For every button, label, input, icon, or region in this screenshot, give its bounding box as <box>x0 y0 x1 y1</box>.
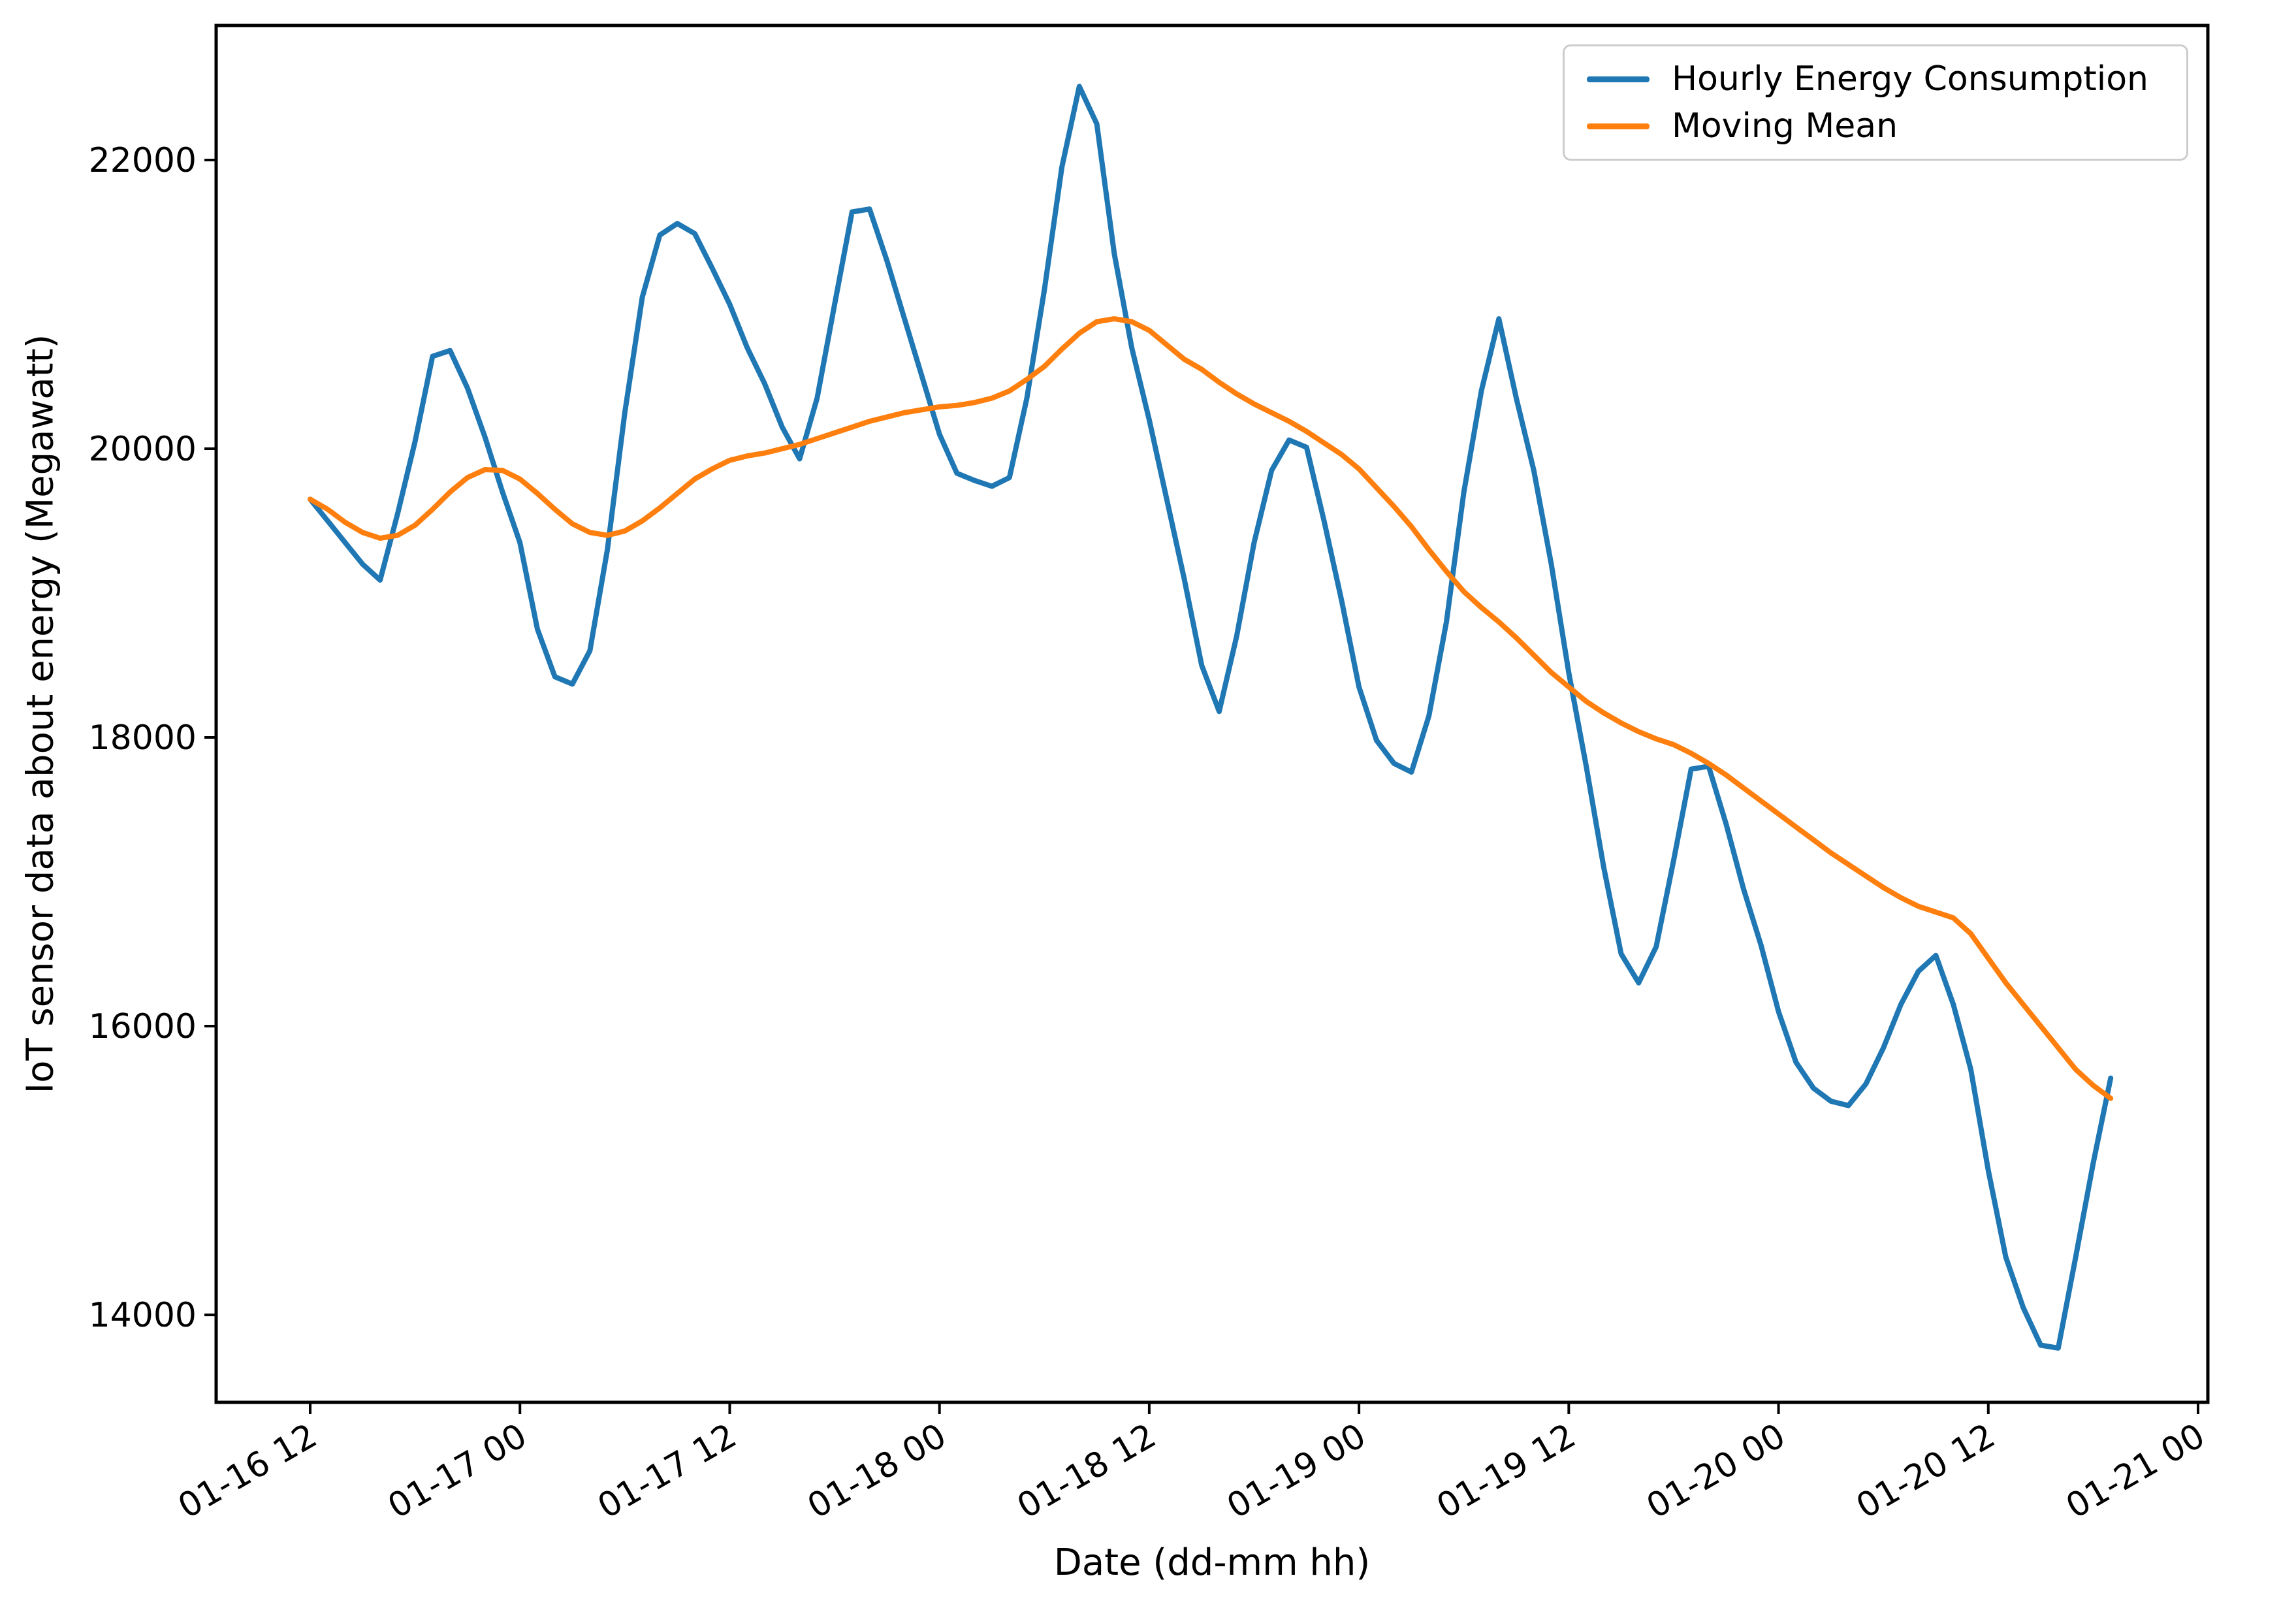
x-tick-label: 01-18 12 <box>1011 1416 1162 1526</box>
series-line-moving-mean <box>308 316 2114 1101</box>
x-tick-label: 01-20 12 <box>1850 1416 2001 1526</box>
x-tick-label: 01-16 12 <box>172 1416 323 1526</box>
x-axis-label: Date (dd-mm hh) <box>1053 1541 1371 1584</box>
legend-line-sample-orange <box>1587 123 1650 129</box>
x-tick-label: 01-18 00 <box>801 1416 953 1526</box>
x-tick-label: 01-19 00 <box>1220 1416 1372 1526</box>
y-tick-label: 20000 <box>89 430 197 469</box>
y-tick-label: 22000 <box>89 141 197 180</box>
x-tick-label: 01-19 12 <box>1430 1416 1582 1526</box>
legend: Hourly Energy Consumption Moving Mean <box>1563 44 2188 161</box>
plot-frame <box>214 24 2210 1404</box>
x-tick-label: 01-17 00 <box>381 1416 533 1526</box>
y-tick-label: 18000 <box>89 718 197 758</box>
y-tick-label: 16000 <box>89 1007 197 1046</box>
legend-label: Moving Mean <box>1672 106 1898 146</box>
x-tick-label: 01-21 00 <box>2060 1416 2211 1526</box>
x-tick-label: 01-17 12 <box>591 1416 742 1526</box>
legend-line-sample-blue <box>1587 76 1650 82</box>
y-axis-label: IoT sensor data about energy (Megawatt) <box>19 334 62 1094</box>
x-tick-label: 01-20 00 <box>1640 1416 1792 1526</box>
legend-entry-hourly: Hourly Energy Consumption <box>1587 59 2164 99</box>
y-tick-label: 14000 <box>89 1296 197 1335</box>
legend-entry-moving-mean: Moving Mean <box>1587 106 2164 146</box>
legend-label: Hourly Energy Consumption <box>1672 59 2148 99</box>
series-line-hourly-energy <box>308 84 2114 1351</box>
